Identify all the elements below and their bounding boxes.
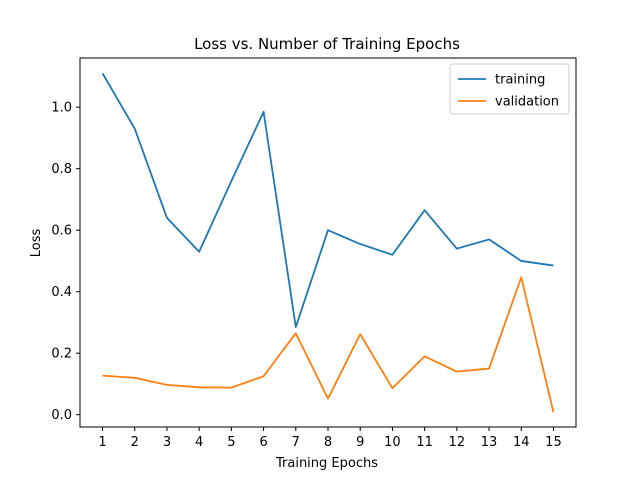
y-tick-label: 0.8 [51,162,72,177]
x-tick-label: 2 [131,435,139,450]
y-tick-label: 0.6 [51,224,72,239]
y-tick-label: 0.4 [51,285,72,300]
series-line-training [101,72,554,328]
x-tick-label: 14 [513,435,530,450]
x-axis-title: Training Epochs [275,456,378,471]
x-tick-label: 4 [195,435,203,450]
x-tick-label: 13 [481,435,498,450]
legend-label-validation: validation [495,95,559,110]
y-tick-label: 0.2 [51,347,72,362]
y-axis-title: Loss [29,229,44,258]
y-tick-label: 0.0 [51,408,72,423]
x-tick-label: 15 [545,435,562,450]
x-tick-label: 8 [324,435,332,450]
x-tick-label: 5 [227,435,235,450]
legend: training validation [449,63,570,115]
series-line-validation [102,276,555,413]
x-tick-label: 7 [292,435,300,450]
chart-title: Loss vs. Number of Training Epochs [194,35,460,53]
x-tick-label: 1 [98,435,106,450]
x-tick-label: 9 [356,435,364,450]
x-tick-label: 12 [449,435,466,450]
x-tick-label: 10 [384,435,401,450]
y-axis-ticks: 0.0 0.2 0.4 0.6 0.8 1.0 [51,101,80,423]
x-tick-label: 3 [163,435,171,450]
y-tick-label: 1.0 [51,101,72,116]
x-tick-label: 11 [416,435,433,450]
x-axis-ticks: 1 2 3 4 5 6 7 8 9 10 11 12 13 14 15 [98,427,562,450]
legend-label-training: training [495,73,545,88]
plot-lines [101,72,555,413]
x-tick-label: 6 [259,435,267,450]
